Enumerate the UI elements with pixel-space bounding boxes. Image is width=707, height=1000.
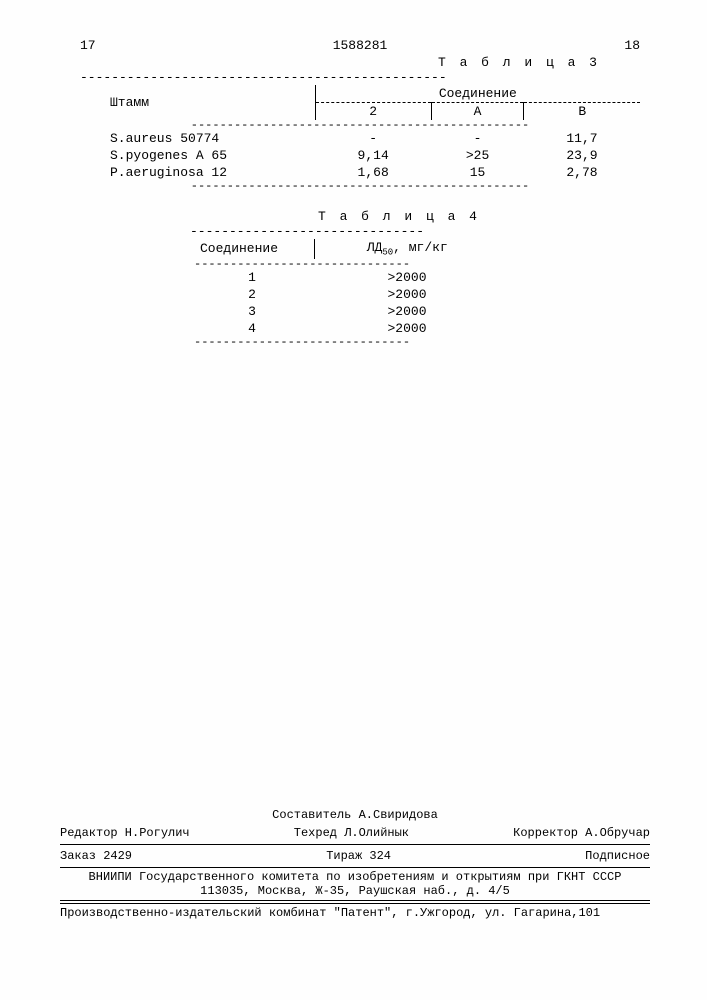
- footer-row: Заказ 2429 Тираж 324 Подписное: [60, 847, 650, 865]
- rule: [60, 867, 650, 868]
- rule: [60, 903, 650, 904]
- page: { "page": { "left": "17", "center": "158…: [0, 0, 707, 1000]
- table3-head-row: Штамм Соединение: [80, 85, 640, 103]
- org1: ВНИИПИ Государственного комитета по изоб…: [60, 870, 650, 884]
- col-B: В: [524, 103, 640, 121]
- cell: 23,9: [524, 147, 640, 164]
- cell: 2: [190, 286, 314, 303]
- col-compound: Соединение: [190, 239, 314, 259]
- cell: >2000: [314, 303, 500, 320]
- page-num-right: 18: [624, 38, 640, 53]
- cell: -: [315, 130, 431, 147]
- subscribe: Подписное: [585, 849, 650, 863]
- rule: [60, 844, 650, 845]
- col-ld50: ЛД50, мг/кг: [314, 239, 500, 259]
- ld-label: ЛД: [367, 240, 383, 255]
- cell: S.pyogenes A 65: [80, 147, 315, 164]
- table3-row: S.aureus 50774 - - 11,7: [80, 130, 640, 147]
- table4-wrap: Т а б л и ц а 4 ------------------------…: [190, 209, 500, 347]
- cell: 3: [190, 303, 314, 320]
- rule: [60, 900, 650, 901]
- cell: -: [431, 130, 524, 147]
- corrector: Корректор А.Обручар: [513, 826, 650, 840]
- rule: ------------------------------: [190, 337, 500, 347]
- rule: ----------------------------------------…: [80, 120, 640, 130]
- patent-number: 1588281: [96, 38, 625, 53]
- col-compound: Соединение: [315, 85, 640, 103]
- tirage: Тираж 324: [326, 849, 391, 863]
- techред: Техред Л.Олийнык: [294, 826, 409, 840]
- compiler: Составитель А.Свиридова: [272, 808, 438, 822]
- cell: S.aureus 50774: [80, 130, 315, 147]
- rule: ----------------------------------------…: [80, 181, 640, 191]
- table4: Соединение ЛД50, мг/кг -----------------…: [190, 239, 500, 347]
- cell: 9,14: [315, 147, 431, 164]
- content-area: 17 1588281 18 Т а б л и ц а 3 ----------…: [80, 38, 640, 347]
- cell: >2000: [314, 269, 500, 286]
- table3-title: Т а б л и ц а 3: [80, 55, 640, 70]
- cell: >25: [431, 147, 524, 164]
- cell: 2,78: [524, 164, 640, 181]
- page-num-left: 17: [80, 38, 96, 53]
- page-header: 17 1588281 18: [80, 38, 640, 53]
- rule: ------------------------------: [190, 224, 500, 239]
- cell: 1: [190, 269, 314, 286]
- ld-unit: , мг/кг: [393, 240, 448, 255]
- order: Заказ 2429: [60, 849, 132, 863]
- table4-row: 1 >2000: [190, 269, 500, 286]
- cell: >2000: [314, 286, 500, 303]
- rule: ------------------------------: [190, 259, 500, 269]
- table4-title: Т а б л и ц а 4: [190, 209, 500, 224]
- table4-row: 2 >2000: [190, 286, 500, 303]
- table4-row: 3 >2000: [190, 303, 500, 320]
- table4-head-row: Соединение ЛД50, мг/кг: [190, 239, 500, 259]
- table3: Штамм Соединение 2 А В -----------------…: [80, 85, 640, 191]
- cell: 11,7: [524, 130, 640, 147]
- col-strain: Штамм: [80, 85, 315, 120]
- org2: 113035, Москва, Ж-35, Раушская наб., д. …: [60, 884, 650, 898]
- footer: Составитель А.Свиридова Редактор Н.Рогул…: [60, 806, 650, 920]
- table3-row: S.pyogenes A 65 9,14 >25 23,9: [80, 147, 640, 164]
- plant: Производственно-издательский комбинат "П…: [60, 906, 650, 920]
- footer-row: Составитель А.Свиридова: [60, 806, 650, 824]
- rule: ----------------------------------------…: [80, 70, 640, 85]
- footer-row: Редактор Н.Рогулич Техред Л.Олийнык Корр…: [60, 824, 650, 842]
- editor: Редактор Н.Рогулич: [60, 826, 190, 840]
